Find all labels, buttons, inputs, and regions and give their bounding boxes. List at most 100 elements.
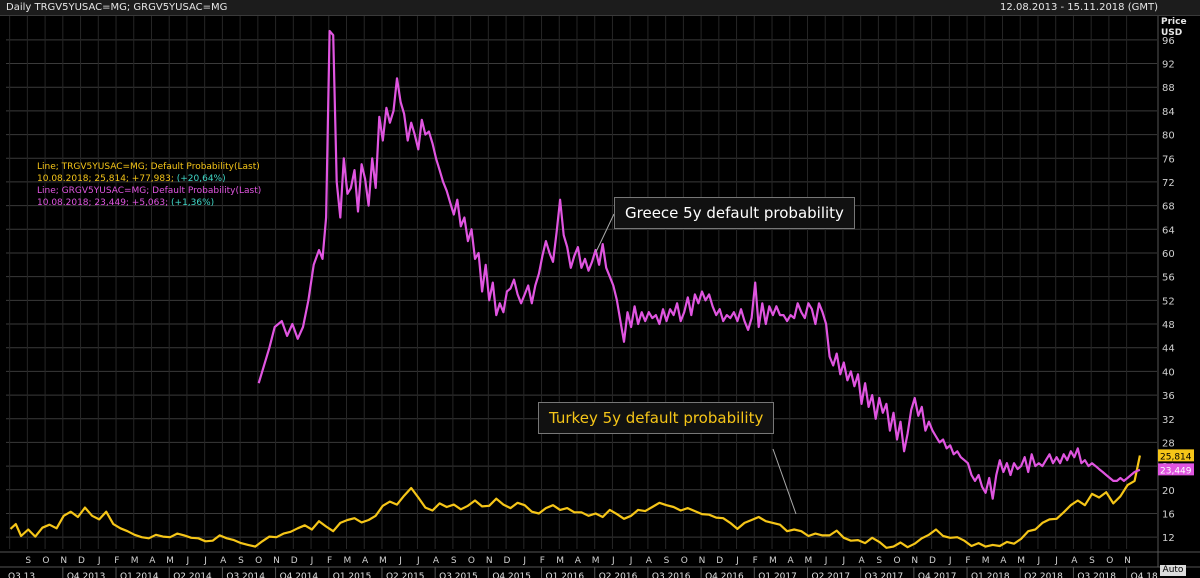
x-month-label: N xyxy=(486,556,493,566)
series-layer xyxy=(9,29,1141,549)
last-value-tags: 25,814 23,449 xyxy=(1158,449,1194,476)
y-tick-label: 60 xyxy=(1162,249,1175,260)
x-month-label: M xyxy=(131,556,139,566)
legend-turkey-title: Line; TRGV5YUSAC=MG; Default Probability… xyxy=(37,162,260,172)
y-tick-label: 84 xyxy=(1162,107,1175,118)
y-tick-label: 72 xyxy=(1162,178,1175,189)
last-value-tag-greece xyxy=(1158,463,1194,476)
x-quarter-label: Q3 2014 xyxy=(226,572,265,578)
x-month-label: A xyxy=(1071,556,1078,566)
legend-turkey-values-text: 10.08.2018; 25,814; +77,983; xyxy=(37,174,177,184)
x-month-label: M xyxy=(592,556,600,566)
x-month-label: N xyxy=(273,556,280,566)
y-tick-label: 76 xyxy=(1162,154,1175,165)
x-month-label: N xyxy=(1124,556,1131,566)
x-quarter-label: Q4 2016 xyxy=(705,572,744,578)
x-quarter-label: Q4 2013 xyxy=(67,572,106,578)
x-quarter-label: Q4 18 xyxy=(1131,572,1158,578)
x-quarter-label: Q3 2018 xyxy=(1077,572,1116,578)
x-month-label: M xyxy=(804,556,812,566)
x-quarter-label: Q3 13 xyxy=(8,572,35,578)
legend-greece-values-text: 10.08.2018; 23,449; +5,063; xyxy=(37,198,172,208)
x-month-label: O xyxy=(681,556,688,566)
x-month-label: M xyxy=(982,556,990,566)
x-month-label: O xyxy=(468,556,475,566)
x-month-label: A xyxy=(433,556,440,566)
x-month-label: M xyxy=(379,556,387,566)
x-month-label: A xyxy=(1000,556,1007,566)
x-month-label: J xyxy=(522,556,526,566)
legend[interactable]: Line; TRGV5YUSAC=MG; Default Probability… xyxy=(37,161,261,209)
x-month-label: J xyxy=(841,556,845,566)
last-value-tag-turkey xyxy=(1158,449,1194,462)
x-month-label: M xyxy=(556,556,564,566)
last-value-text-turkey: 25,814 xyxy=(1160,452,1192,462)
chart-header-bar: Daily TRGV5YUSAC=MG; GRGV5YUSAC=MG 12.08… xyxy=(0,0,1200,16)
x-month-label: D xyxy=(716,556,723,566)
x-month-label: N xyxy=(911,556,918,566)
x-month-label: N xyxy=(699,556,706,566)
x-month-label: J xyxy=(203,556,207,566)
x-month-label: S xyxy=(238,556,244,566)
x-quarter-label: Q2 2018 xyxy=(1024,572,1063,578)
price-unit-label: Price USD xyxy=(1161,17,1187,39)
x-month-label: F xyxy=(753,556,758,566)
x-quarter-label: Q1 2018 xyxy=(971,572,1010,578)
x-quarter-label: Q3 2017 xyxy=(865,572,904,578)
x-quarter-label: Q1 2016 xyxy=(546,572,585,578)
chart-canvas[interactable]: 1216202428323640444852566064687276808488… xyxy=(0,16,1200,578)
y-tick-label: 16 xyxy=(1162,509,1175,520)
y-tick-label: 32 xyxy=(1162,415,1175,426)
x-month-label: M xyxy=(343,556,351,566)
x-month-label: J xyxy=(185,556,189,566)
x-month-label: N xyxy=(60,556,67,566)
x-month-label: F xyxy=(540,556,545,566)
series-line-turkey xyxy=(9,455,1141,549)
x-month-label: D xyxy=(503,556,510,566)
y-tick-label: 20 xyxy=(1162,486,1175,497)
turkey-connector xyxy=(772,448,797,515)
x-quarter-label: Q1 2017 xyxy=(758,572,797,578)
x-month-label: J xyxy=(416,556,420,566)
x-month-label: O xyxy=(1106,556,1113,566)
x-quarter-label: Q2 2015 xyxy=(386,572,425,578)
x-month-label: S xyxy=(876,556,882,566)
x-month-label: J xyxy=(1037,556,1041,566)
y-tick-label: 64 xyxy=(1162,225,1175,236)
x-month-label: F xyxy=(114,556,119,566)
x-month-label: J xyxy=(1054,556,1058,566)
legend-greece-change: (+1,36%) xyxy=(171,198,215,208)
y-tick-label: 68 xyxy=(1162,202,1175,213)
x-month-label: M xyxy=(769,556,777,566)
y-tick-label: 96 xyxy=(1162,36,1175,47)
legend-greece-values: 10.08.2018; 23,449; +5,063; (+1,36%) xyxy=(37,197,261,209)
x-quarter-label: Q3 2015 xyxy=(439,572,478,578)
series-line-greece xyxy=(257,29,1141,500)
x-month-label: J xyxy=(97,556,101,566)
auto-scale-button[interactable]: Auto xyxy=(1160,565,1186,576)
x-quarter-label: Q4 2017 xyxy=(918,572,957,578)
x-month-label: D xyxy=(929,556,936,566)
x-month-label: F xyxy=(327,556,332,566)
price-unit-line1: Price xyxy=(1161,17,1187,27)
x-month-label: O xyxy=(255,556,262,566)
x-quarter-label: Q4 2015 xyxy=(492,572,531,578)
greece-annotation[interactable]: Greece 5y default probability xyxy=(614,197,855,229)
x-month-label: J xyxy=(824,556,828,566)
y-tick-label: 44 xyxy=(1162,344,1175,355)
x-month-label: S xyxy=(664,556,670,566)
date-range-label: 12.08.2013 - 15.11.2018 (GMT) xyxy=(1000,2,1158,13)
x-month-label: S xyxy=(25,556,31,566)
x-quarter-label: Q3 2016 xyxy=(652,572,691,578)
y-tick-label: 36 xyxy=(1162,391,1175,402)
x-month-label: J xyxy=(398,556,402,566)
x-month-label: S xyxy=(1089,556,1095,566)
x-month-label: J xyxy=(735,556,739,566)
x-month-label: O xyxy=(42,556,49,566)
x-month-label: M xyxy=(166,556,174,566)
y-tick-label: 88 xyxy=(1162,83,1175,94)
turkey-annotation[interactable]: Turkey 5y default probability xyxy=(538,402,775,434)
last-value-text-greece: 23,449 xyxy=(1160,466,1192,476)
legend-turkey-values: 10.08.2018; 25,814; +77,983; (+20,64%) xyxy=(37,173,261,185)
